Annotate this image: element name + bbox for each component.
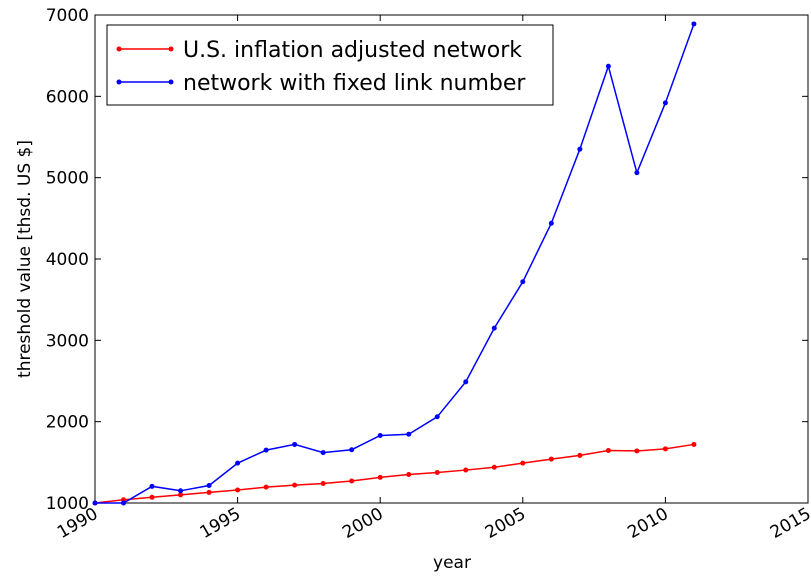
legend-marker (168, 46, 174, 52)
x-axis-label: year (433, 553, 471, 573)
legend-marker (116, 79, 122, 85)
legend-marker (168, 79, 174, 85)
data-point (577, 452, 583, 458)
x-tick-label: 2000 (339, 504, 386, 543)
data-point (263, 484, 269, 490)
data-point (377, 432, 383, 438)
data-point (691, 441, 697, 447)
series-line (95, 23, 695, 504)
x-tick-label: 2015 (767, 504, 811, 543)
data-point (662, 100, 668, 106)
data-point (349, 447, 355, 453)
data-point (491, 325, 497, 331)
legend-box (106, 24, 554, 106)
y-tick-label: 5000 (46, 169, 89, 189)
data-point (235, 460, 241, 466)
data-point (178, 492, 184, 498)
data-point (149, 483, 155, 489)
y-tick-label: 7000 (46, 6, 89, 26)
data-point (548, 456, 554, 462)
data-point (520, 460, 526, 466)
legend-marker (116, 46, 122, 52)
data-point (463, 379, 469, 385)
data-point (292, 482, 298, 488)
x-tick-label: 1995 (197, 504, 244, 543)
data-point (92, 500, 98, 506)
data-point (520, 279, 526, 285)
data-point (406, 431, 412, 437)
data-point (206, 489, 212, 495)
legend-label: U.S. inflation adjusted network (183, 38, 522, 63)
data-point (548, 220, 554, 226)
data-point (206, 483, 212, 489)
data-point (263, 447, 269, 453)
y-tick-label: 6000 (46, 87, 89, 107)
data-point (662, 446, 668, 452)
data-point (235, 487, 241, 493)
data-point (320, 450, 326, 456)
series-line (94, 443, 695, 504)
data-point (634, 448, 640, 454)
data-point (577, 146, 583, 152)
data-point (434, 414, 440, 420)
data-point (121, 500, 127, 506)
x-tick-label: 2005 (482, 504, 529, 543)
data-point (149, 494, 155, 500)
data-point (605, 448, 611, 454)
y-tick-label: 3000 (46, 331, 89, 351)
data-point (434, 470, 440, 475)
data-point (377, 474, 383, 480)
data-point (292, 441, 298, 447)
data-point (605, 63, 611, 69)
data-point (691, 21, 697, 27)
data-point (634, 170, 640, 176)
y-tick-label: 1000 (46, 494, 89, 514)
y-tick-label: 2000 (46, 413, 89, 433)
data-point (349, 478, 355, 484)
data-point (491, 464, 497, 470)
x-tick-label: 2010 (624, 504, 671, 543)
legend-label: network with fixed link number (183, 71, 526, 96)
data-point (320, 480, 326, 486)
data-point (406, 472, 412, 478)
y-axis-label: threshold value [thsd. US $] (15, 140, 35, 378)
data-point (463, 467, 469, 473)
y-tick-label: 4000 (46, 250, 89, 270)
data-point (178, 488, 184, 494)
